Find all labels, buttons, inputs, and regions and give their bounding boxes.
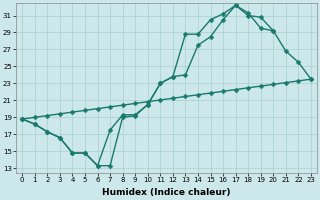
X-axis label: Humidex (Indice chaleur): Humidex (Indice chaleur) — [102, 188, 231, 197]
